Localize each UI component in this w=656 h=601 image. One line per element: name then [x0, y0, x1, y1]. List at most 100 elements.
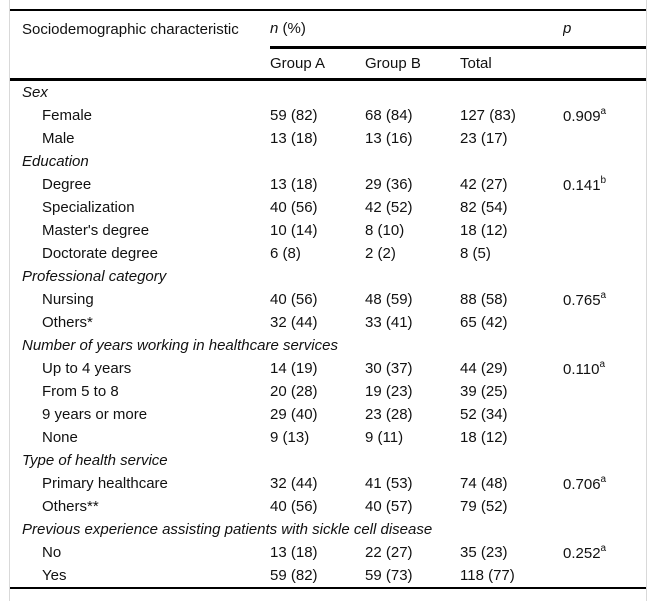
section-row: Professional category — [10, 265, 646, 288]
cell-label: No — [42, 544, 62, 561]
table-row: Doctorate degree 6 (8) 2 (2) 8 (5) — [10, 242, 646, 265]
cell-group-a: 59 (82) — [270, 564, 365, 589]
subheader-spacer — [10, 47, 270, 81]
cell-label: Others* — [42, 314, 93, 331]
cell-group-a: 13 (18) — [270, 176, 318, 193]
section-title: Number of years working in healthcare se… — [22, 337, 338, 354]
cell-group-b: 68 (84) — [365, 107, 413, 124]
cell-p-value — [563, 380, 646, 403]
cell-group-b: 29 (36) — [365, 176, 413, 193]
header-p: p — [563, 9, 646, 49]
cell-group-a: 14 (19) — [270, 360, 318, 377]
cell-label: Male — [42, 130, 75, 147]
p-value: 0.141 — [563, 176, 601, 194]
table-figure: Sociodemographic characteristic n (%) p … — [9, 0, 647, 601]
section-title: Education — [22, 153, 89, 170]
cell-total: 18 (12) — [460, 429, 508, 446]
p-value-footnote-marker: b — [600, 174, 607, 186]
cell-label: Primary healthcare — [42, 475, 168, 492]
cell-group-a: 10 (14) — [270, 222, 318, 239]
section-row: Number of years working in healthcare se… — [10, 334, 646, 357]
cell-p-value: 0.909a — [563, 104, 646, 127]
cell-group-b: 22 (27) — [365, 544, 413, 561]
section-row: Education — [10, 150, 646, 173]
cell-group-b: 30 (37) — [365, 360, 413, 377]
header-spacer-1 — [365, 9, 460, 49]
cell-total: 39 (25) — [460, 383, 508, 400]
cell-p-value — [563, 219, 646, 242]
cell-group-a: 13 (18) — [270, 130, 318, 147]
cell-label: Degree — [42, 176, 92, 193]
p-value-footnote-marker: a — [599, 358, 605, 370]
cell-label: Others** — [42, 498, 99, 515]
cell-group-b: 48 (59) — [365, 291, 413, 308]
table-row: Specialization 40 (56) 42 (52) 82 (54) — [10, 196, 646, 219]
cell-group-a: 6 (8) — [270, 245, 301, 262]
table-row: Yes 59 (82) 59 (73) 118 (77) — [10, 564, 646, 589]
cell-p-value — [563, 196, 646, 219]
cell-total: 118 (77) — [460, 564, 563, 589]
cell-total: 35 (23) — [460, 544, 508, 561]
section-title: Previous experience assisting patients w… — [22, 521, 433, 538]
table-row: Nursing 40 (56) 48 (59) 88 (58) 0.765a — [10, 288, 646, 311]
cell-p-value: 0.765a — [563, 288, 646, 311]
cell-group-a: 13 (18) — [270, 544, 318, 561]
table-row: Master's degree 10 (14) 8 (10) 18 (12) — [10, 219, 646, 242]
cell-p-value — [563, 127, 646, 150]
cell-total: 74 (48) — [460, 475, 508, 492]
cell-total: 44 (29) — [460, 360, 508, 377]
table-body: Sex Female 59 (82) 68 (84) 127 (83) 0.909a Mal… — [10, 80, 646, 589]
cell-group-b: 2 (2) — [365, 245, 396, 262]
section-title: Sex — [22, 84, 48, 101]
cell-group-a: 20 (28) — [270, 383, 318, 400]
subheader-group-b: Group B — [365, 47, 460, 81]
cell-group-b: 23 (28) — [365, 406, 413, 423]
section-row: Type of health service — [10, 449, 646, 472]
cell-total: 42 (27) — [460, 176, 508, 193]
n-percent-rest: (%) — [278, 20, 306, 37]
cell-p-value: 0.252a — [563, 541, 646, 564]
section-row: Sex — [10, 80, 646, 105]
cell-group-b: 41 (53) — [365, 475, 413, 492]
cell-total: 8 (5) — [460, 245, 491, 262]
cell-total: 82 (54) — [460, 199, 508, 216]
cell-p-value: 0.706a — [563, 472, 646, 495]
section-title: Professional category — [22, 268, 167, 285]
table-row: Primary healthcare 32 (44) 41 (53) 74 (48) 0… — [10, 472, 646, 495]
table-row: From 5 to 8 20 (28) 19 (23) 39 (25) — [10, 380, 646, 403]
table-row: No 13 (18) 22 (27) 35 (23) 0.252a — [10, 541, 646, 564]
cell-label: From 5 to 8 — [42, 383, 119, 400]
cell-p-value — [563, 403, 646, 426]
table-row: Others* 32 (44) 33 (41) 65 (42) — [10, 311, 646, 334]
cell-total: 88 (58) — [460, 291, 508, 308]
table-row: Degree 13 (18) 29 (36) 42 (27) 0.141b — [10, 173, 646, 196]
table-header: Sociodemographic characteristic n (%) p … — [10, 9, 646, 81]
cell-label: Up to 4 years — [42, 360, 132, 377]
cell-group-b: 33 (41) — [365, 314, 413, 331]
p-value: 0.765 — [563, 291, 601, 309]
cell-group-a: 32 (44) — [270, 314, 318, 331]
cell-group-b: 8 (10) — [365, 222, 405, 239]
cell-label: None — [42, 429, 78, 446]
p-value: 0.110 — [563, 360, 600, 378]
cell-group-b: 19 (23) — [365, 383, 413, 400]
cell-total: 52 (34) — [460, 406, 508, 423]
cell-label: Master's degree — [42, 222, 150, 239]
table-row: Up to 4 years 14 (19) 30 (37) 44 (29) 0.110a — [10, 357, 646, 380]
cell-group-b: 13 (16) — [365, 130, 413, 147]
cell-label: Female — [42, 107, 93, 124]
table-row: None 9 (13) 9 (11) 18 (12) — [10, 426, 646, 449]
p-value-footnote-marker: a — [600, 105, 607, 117]
cell-p-value — [563, 242, 646, 265]
table-row: Others** 40 (56) 40 (57) 79 (52) — [10, 495, 646, 518]
section-title: Type of health service — [22, 452, 168, 469]
header-characteristic: Sociodemographic characteristic — [10, 9, 270, 48]
table-row: Male 13 (18) 13 (16) 23 (17) — [10, 127, 646, 150]
subheader-total: Total — [460, 47, 563, 81]
cell-total: 127 (83) — [460, 107, 516, 124]
cell-group-b: 59 (73) — [365, 564, 460, 589]
p-value: 0.706 — [563, 475, 601, 493]
p-value-footnote-marker: a — [600, 289, 607, 301]
cell-p-value — [563, 311, 646, 334]
subheader-p-spacer — [563, 47, 646, 81]
